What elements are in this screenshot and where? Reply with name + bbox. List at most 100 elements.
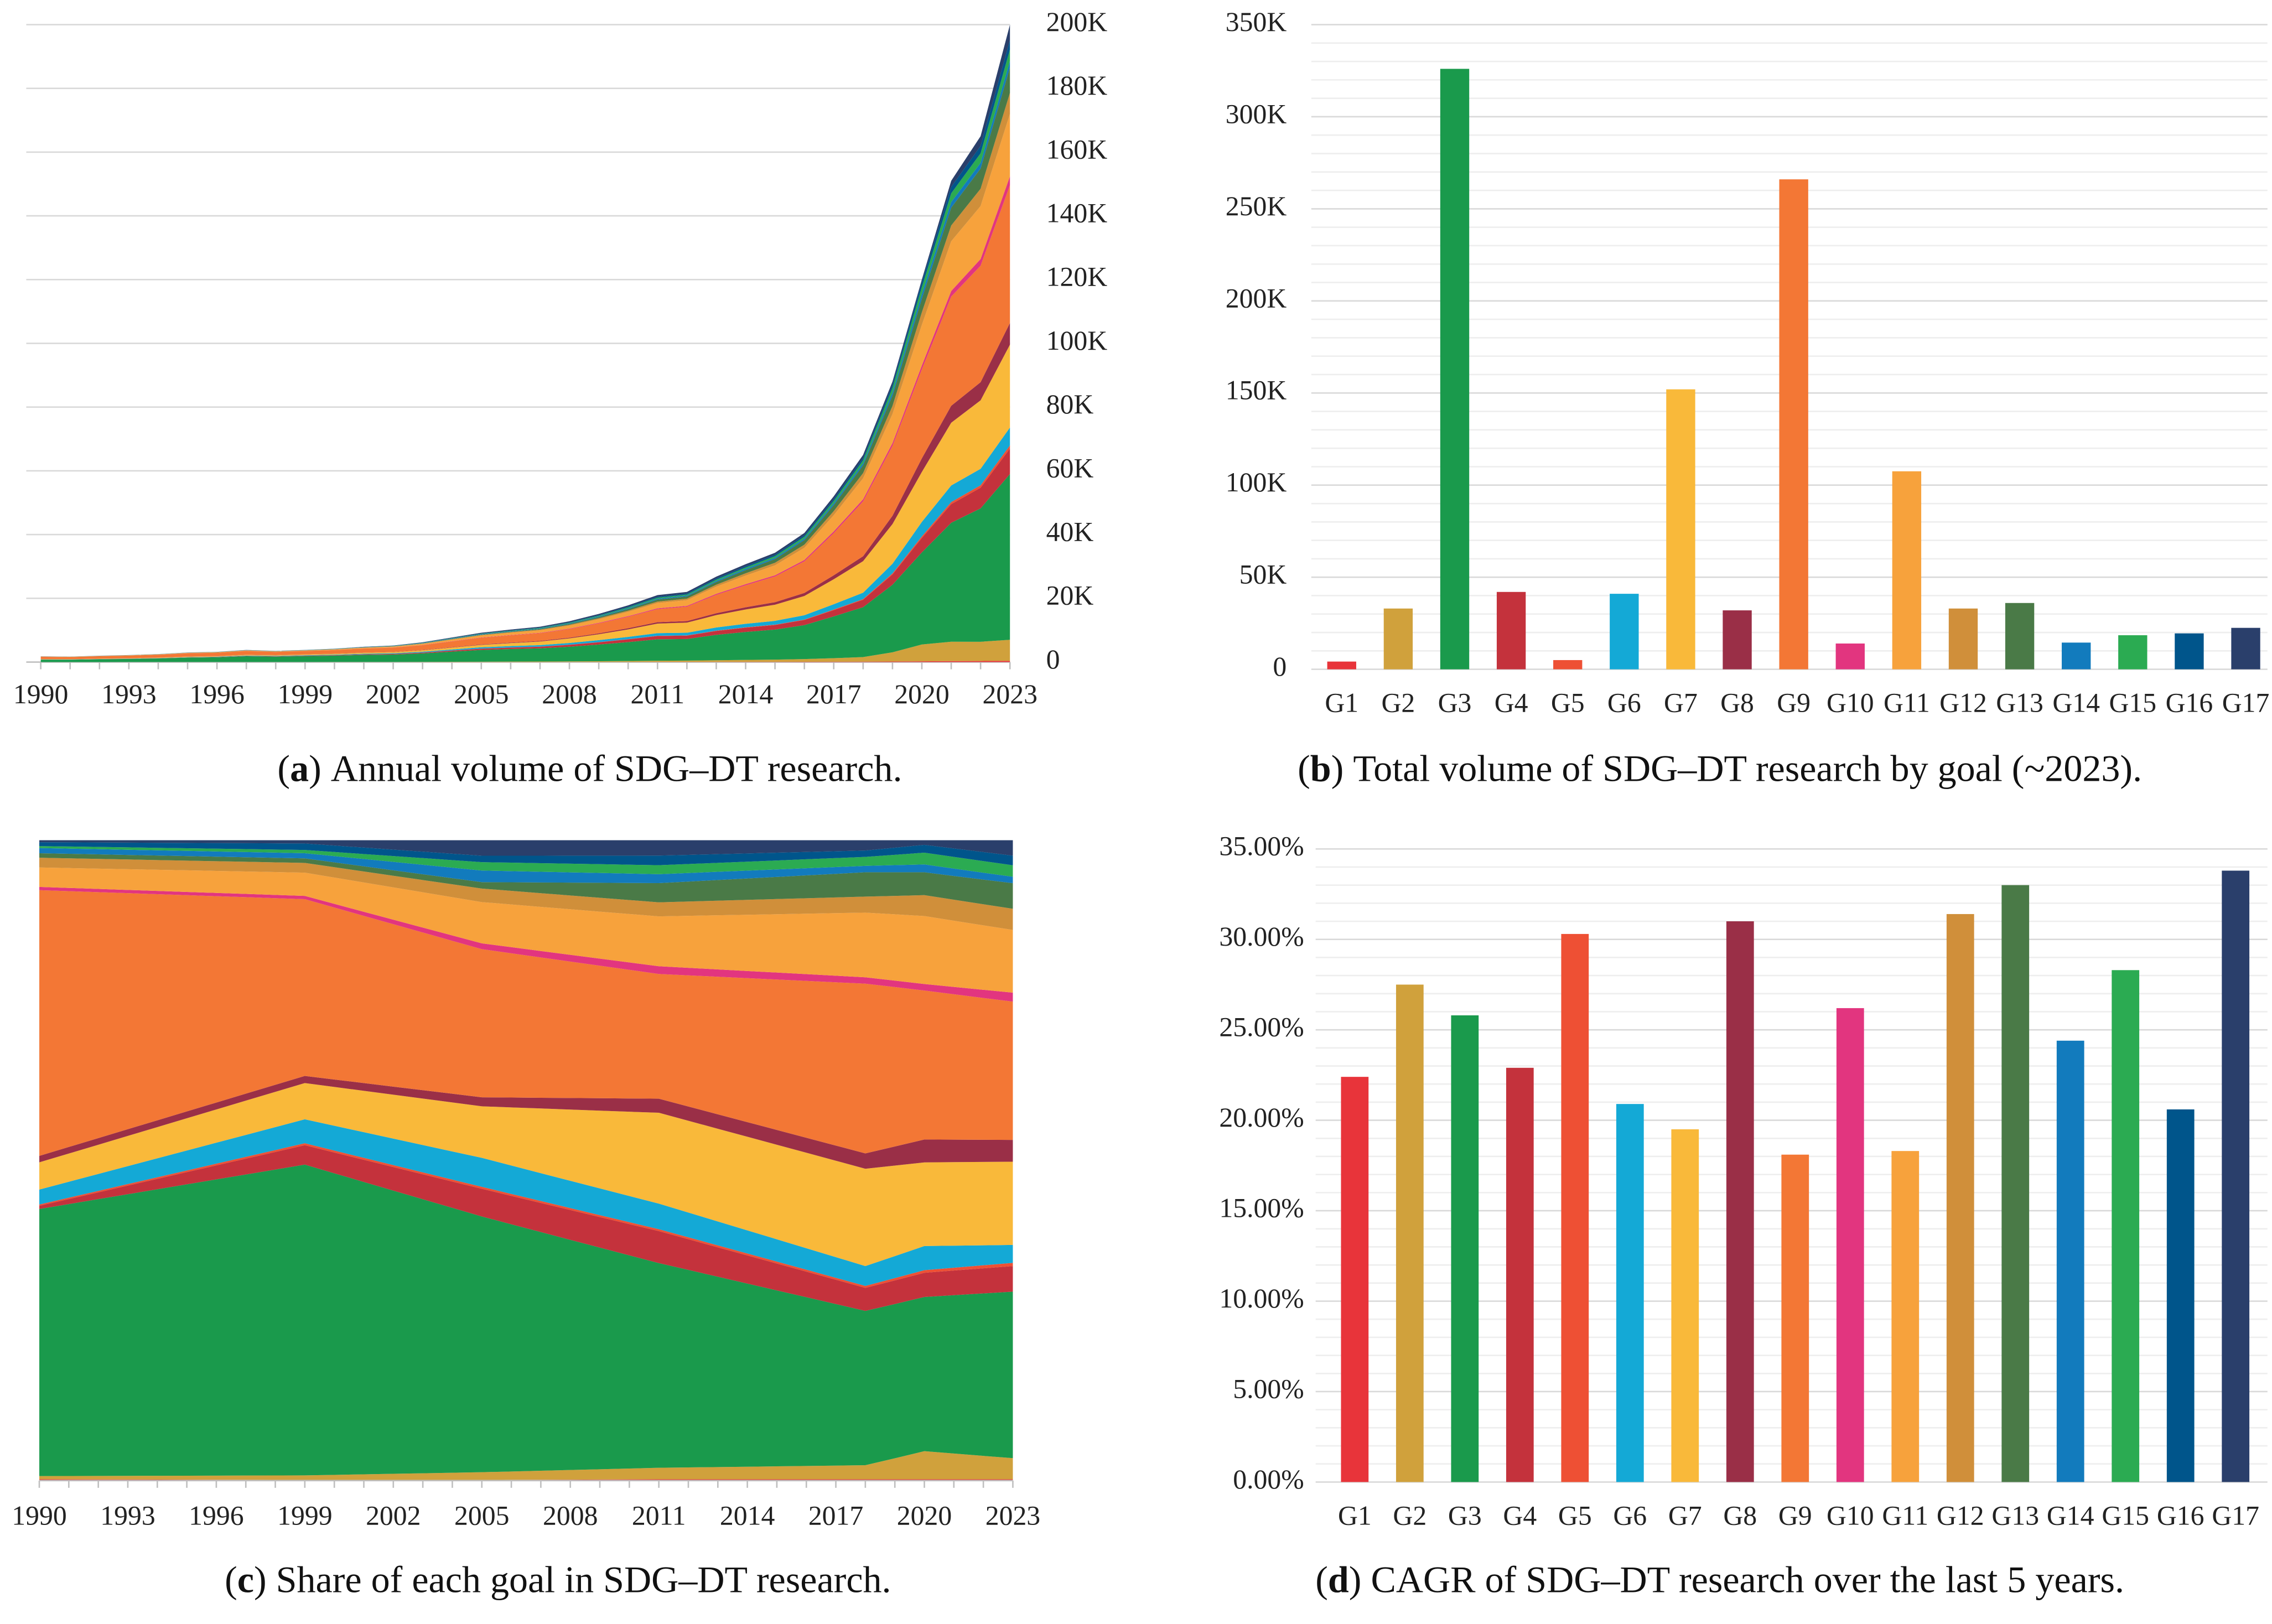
x-tick-label: G17 [2222, 687, 2270, 718]
area-g8 [39, 1076, 1013, 1169]
y-tick-label: 100K [1226, 467, 1287, 497]
bar-g4 [1506, 1067, 1534, 1482]
area-g3 [40, 474, 1010, 662]
x-tick-label: G5 [1551, 687, 1585, 718]
x-tick-label: 2011 [630, 679, 684, 709]
x-tick-label: G9 [1777, 687, 1811, 718]
x-tick-label: 2014 [718, 679, 774, 709]
x-tick-label: 1999 [278, 679, 333, 709]
area-g2 [39, 1451, 1013, 1480]
area-g2 [40, 640, 1010, 662]
x-tick-label: 1993 [100, 1500, 155, 1530]
area-g9 [39, 890, 1013, 1156]
bar-g2 [1396, 984, 1424, 1482]
x-tick-label: 2008 [543, 1500, 598, 1530]
x-tick-label: 1996 [189, 679, 244, 709]
x-tick-label: G3 [1438, 687, 1472, 718]
x-tick-label: 2002 [366, 1500, 421, 1530]
bar-g7 [1666, 389, 1695, 670]
caption-label: c [237, 1558, 254, 1600]
y-tick-label: 200K [1046, 7, 1108, 37]
y-tick-label: 40K [1046, 517, 1094, 547]
area-g16 [39, 842, 1013, 865]
bar-g9 [1781, 1154, 1809, 1482]
caption-paren: ( [277, 747, 290, 789]
caption-paren: ) [254, 1558, 276, 1600]
area-g10 [39, 886, 1013, 1002]
area-g6 [39, 1119, 1013, 1286]
y-tick-label: 20K [1046, 580, 1094, 611]
area-g13 [39, 853, 1013, 909]
y-tick-label: 60K [1046, 453, 1094, 483]
area-g4 [39, 1145, 1013, 1311]
x-tick-label: G13 [1996, 687, 2043, 718]
area-g1 [40, 661, 1010, 662]
caption: (a) Annual volume of SDG–DT research. [277, 747, 902, 789]
x-tick-label: 2017 [808, 1500, 863, 1530]
x-tick-label: 1990 [13, 679, 68, 709]
caption-paren: ) [1349, 1558, 1371, 1600]
area-g15 [39, 846, 1013, 877]
bar-g2 [1383, 608, 1413, 670]
bar-g5 [1553, 660, 1583, 670]
y-tick-label: 25.00% [1219, 1012, 1304, 1042]
x-tick-label: 2014 [720, 1500, 775, 1530]
panel-c-share: 1990 1993 1996 1999 2002 2005 2008 2011 2014 2017… [12, 840, 1040, 1600]
bar-g15 [2112, 970, 2140, 1482]
x-tick-label: G8 [1723, 1500, 1757, 1530]
x-tick-label: 2023 [985, 1500, 1040, 1530]
y-tick-label: 250K [1226, 191, 1287, 221]
x-tick-label: G6 [1613, 1500, 1647, 1530]
x-tick-label: G1 [1338, 1500, 1372, 1530]
bar-g8 [1726, 921, 1754, 1482]
x-tick-label: G12 [1937, 1500, 1984, 1530]
x-tick-label: 1990 [12, 1500, 66, 1530]
x-tick-label: 2020 [897, 1500, 952, 1530]
y-tick-label: 120K [1046, 262, 1108, 292]
caption-label: b [1310, 747, 1331, 789]
x-tick-label: G4 [1495, 687, 1528, 718]
caption-paren: ) [1331, 747, 1353, 789]
bar-g12 [1946, 914, 1974, 1482]
caption-text: Annual volume of SDG–DT research. [331, 747, 902, 789]
caption: (d) CAGR of SDG–DT research over the las… [1315, 1558, 2124, 1600]
x-tick-label: G16 [2166, 687, 2213, 718]
bar-g16 [2175, 633, 2204, 670]
bar-g17 [2222, 870, 2250, 1482]
y-tick-label: 10.00% [1219, 1283, 1304, 1314]
bar-g16 [2166, 1109, 2195, 1482]
x-tick-label: 1993 [101, 679, 156, 709]
y-tick-label: 0 [1046, 644, 1060, 674]
caption-paren: ( [1315, 1558, 1328, 1600]
caption-text: Total volume of SDG–DT research by goal … [1353, 747, 2142, 789]
x-tick-label: G5 [1558, 1500, 1592, 1530]
x-tick-label: 2011 [632, 1500, 686, 1530]
x-tick-label: 2020 [894, 679, 949, 709]
bar-g9 [1779, 179, 1808, 670]
bar-g6 [1616, 1104, 1644, 1482]
panel-d-cagr: 0.00% 5.00% 10.00% 15.00% 20.00% 25.00% 30.00%… [1219, 831, 2268, 1600]
x-tick-label: G17 [2212, 1500, 2259, 1530]
x-tick-label: G15 [2102, 1500, 2149, 1530]
caption-label: a [290, 747, 309, 789]
bar-g1 [1341, 1077, 1369, 1482]
x-tick-label: 2005 [454, 1500, 509, 1530]
bar-g4 [1496, 592, 1526, 670]
x-tick-label: G11 [1882, 1500, 1928, 1530]
y-tick-label: 80K [1046, 389, 1094, 419]
x-tick-label: G14 [2052, 687, 2100, 718]
panel-b-total-volume: 0 50K 100K 150K 200K 250K 300K 350K G1 G2 G3 G4 G5 G6… [1226, 7, 2270, 789]
y-tick-label: 20.00% [1219, 1102, 1304, 1133]
x-tick-label: G10 [1827, 1500, 1874, 1530]
y-tick-label: 200K [1226, 283, 1287, 313]
x-tick-label: 1996 [189, 1500, 243, 1530]
bar-g8 [1723, 610, 1752, 670]
area-g3 [39, 1164, 1013, 1476]
x-tick-label: G6 [1607, 687, 1641, 718]
caption: (b) Total volume of SDG–DT research by g… [1298, 747, 2142, 789]
x-tick-label: 1999 [277, 1500, 332, 1530]
bar-g12 [1948, 608, 1978, 670]
caption-text: CAGR of SDG–DT research over the last 5 … [1371, 1558, 2124, 1600]
caption-paren: ( [1298, 747, 1310, 789]
